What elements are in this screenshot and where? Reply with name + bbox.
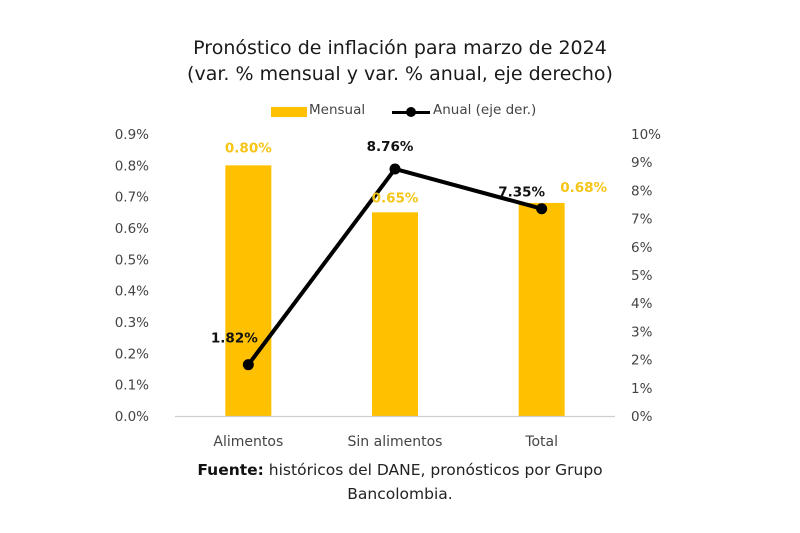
y-left-tick-label: 0.0%	[115, 409, 149, 425]
source-note: Fuente: históricos del DANE, pronósticos…	[0, 458, 800, 506]
y-left-tick-label: 0.9%	[115, 127, 149, 143]
legend-label-anual: Anual (eje der.)	[433, 102, 537, 118]
bar-mensual	[372, 212, 418, 416]
y-left-tick-label: 0.7%	[115, 190, 149, 206]
legend: Mensual Anual (eje der.)	[0, 101, 800, 121]
legend-label-mensual: Mensual	[309, 102, 366, 118]
legend-swatch-mensual	[271, 107, 307, 117]
y-right-tick-label: 6%	[631, 240, 653, 256]
x-tick-label: Total	[524, 434, 558, 450]
y-left-tick-label: 0.3%	[115, 315, 149, 331]
source-prefix: Fuente:	[197, 461, 264, 479]
data-label-mensual: 0.68%	[560, 180, 607, 196]
x-tick-label: Sin alimentos	[348, 434, 443, 450]
y-right-tick-label: 1%	[631, 381, 653, 397]
marker-anual	[536, 203, 548, 215]
legend-marker-anual	[406, 107, 416, 117]
y-right-tick-label: 7%	[631, 212, 653, 228]
data-label-anual: 1.82%	[211, 331, 258, 347]
y-left-tick-label: 0.2%	[115, 346, 149, 362]
source-line2: Bancolombia.	[347, 485, 453, 503]
y-right-tick-label: 5%	[631, 268, 653, 284]
data-label-anual: 7.35%	[498, 185, 545, 201]
y-left-tick-label: 0.4%	[115, 284, 149, 300]
y-right-tick-label: 0%	[631, 409, 653, 425]
y-left-tick-label: 0.1%	[115, 378, 149, 394]
y-left-tick-label: 0.8%	[115, 158, 149, 174]
data-label-mensual: 0.65%	[372, 190, 419, 206]
data-label-mensual: 0.80%	[225, 140, 272, 156]
y-right-tick-label: 3%	[631, 324, 653, 340]
y-right-tick-label: 2%	[631, 353, 653, 369]
y-left-tick-label: 0.6%	[115, 221, 149, 237]
bar-mensual	[225, 165, 272, 416]
y-right-tick-label: 9%	[631, 155, 653, 171]
marker-anual	[242, 359, 254, 371]
data-label-anual: 8.76%	[367, 139, 414, 155]
marker-anual	[389, 163, 401, 175]
source-text: históricos del DANE, pronósticos por Gru…	[263, 461, 603, 479]
x-tick-label: Alimentos	[213, 434, 283, 450]
chart-title: Pronóstico de inflación para marzo de 20…	[193, 37, 607, 59]
bar-mensual	[518, 202, 565, 416]
y-right-tick-label: 10%	[631, 127, 661, 143]
chart-subtitle: (var. % mensual y var. % anual, eje dere…	[187, 63, 613, 85]
y-right-tick-label: 8%	[631, 183, 653, 199]
y-right-tick-label: 4%	[631, 296, 653, 312]
y-left-tick-label: 0.5%	[115, 252, 149, 268]
